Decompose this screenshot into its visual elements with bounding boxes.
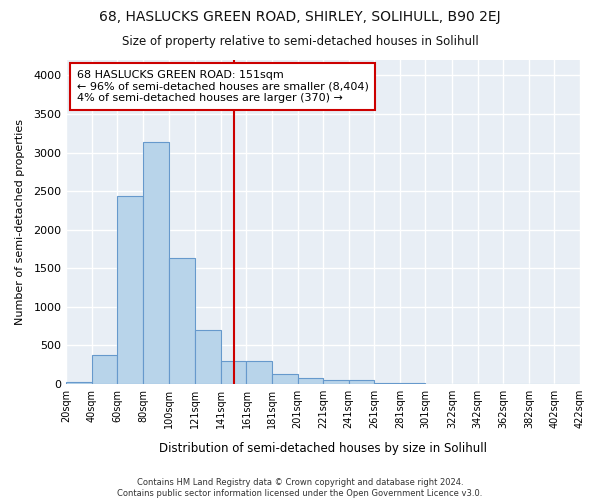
Bar (298, 378, 323, 384)
Bar (92, 355, 118, 384)
Bar (143, 142, 169, 384)
Text: Contains HM Land Registry data © Crown copyright and database right 2024.
Contai: Contains HM Land Registry data © Crown c… (118, 478, 482, 498)
Bar (272, 374, 298, 384)
X-axis label: Distribution of semi-detached houses by size in Solihull: Distribution of semi-detached houses by … (159, 442, 487, 455)
Bar (196, 330, 221, 384)
Text: 68, HASLUCKS GREEN ROAD, SHIRLEY, SOLIHULL, B90 2EJ: 68, HASLUCKS GREEN ROAD, SHIRLEY, SOLIHU… (99, 10, 501, 24)
Bar (67, 382, 92, 384)
Text: 68 HASLUCKS GREEN ROAD: 151sqm
← 96% of semi-detached houses are smaller (8,404): 68 HASLUCKS GREEN ROAD: 151sqm ← 96% of … (77, 70, 368, 103)
Text: Size of property relative to semi-detached houses in Solihull: Size of property relative to semi-detach… (122, 35, 478, 48)
Bar (118, 196, 143, 384)
Bar (349, 380, 374, 384)
Bar (323, 380, 349, 384)
Bar (247, 360, 272, 384)
Bar (169, 258, 196, 384)
Bar (374, 383, 400, 384)
Y-axis label: Number of semi-detached properties: Number of semi-detached properties (15, 119, 25, 325)
Bar (221, 360, 247, 384)
